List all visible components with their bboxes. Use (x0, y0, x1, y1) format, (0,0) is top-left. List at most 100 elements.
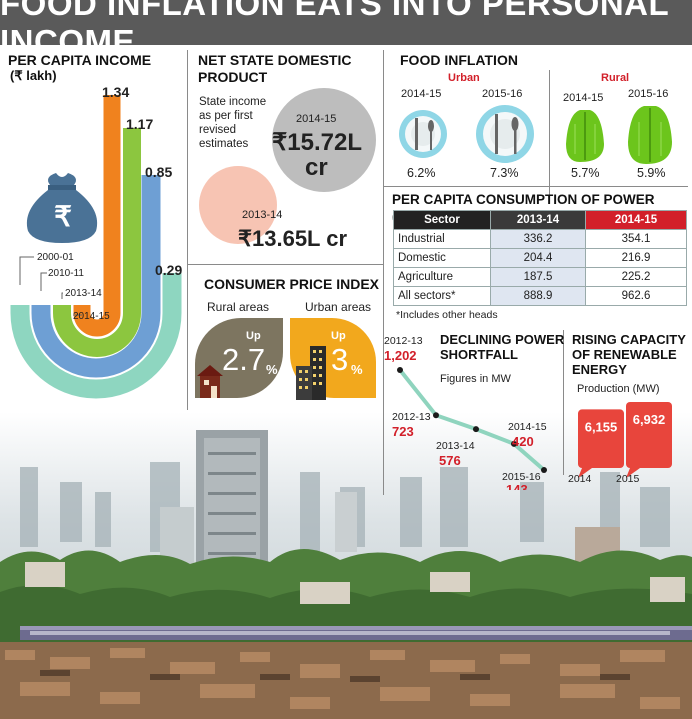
pci-year-label: 2000-01 (37, 252, 74, 263)
table-cell: 187.5 (490, 267, 586, 287)
money-bag-icon (26, 173, 98, 243)
cpi-title: CONSUMER PRICE INDEX (204, 276, 380, 292)
pci-value-label: 0.29 (155, 262, 183, 278)
nsdp-circle-2013-14 (199, 166, 277, 244)
shortfall-value-label: 576 (439, 453, 461, 468)
house-icon (197, 365, 223, 398)
table-cell: Agriculture (393, 267, 491, 287)
table-row: Industrial 336.2 354.1 (393, 229, 687, 249)
nsdp-unit: cr (305, 154, 328, 181)
table-header-cell: Sector (393, 210, 491, 230)
rural-label: Rural (601, 72, 630, 84)
shortfall-point (433, 412, 439, 419)
shortfall-point (511, 440, 517, 447)
nsdp-note-line: revised (199, 124, 237, 136)
nsdp-year-label: 2014-15 (296, 113, 337, 125)
cpi-rural-pct: % (266, 362, 278, 377)
table-cell: 354.1 (585, 229, 687, 249)
shortfall-year-label: 2013-14 (436, 440, 475, 452)
pci-value-label: 1.34 (102, 84, 130, 100)
urban-value: 7.3% (490, 166, 519, 180)
pci-bar-2013-14 (53, 128, 141, 357)
power-table-wrap: Sector 2013-14 2014-15 Industrial 336.2 … (393, 210, 687, 306)
pci-value-label: 0.85 (145, 164, 173, 180)
nsdp-circle-2014-15 (272, 88, 376, 192)
power-table: Sector 2013-14 2014-15 Industrial 336.2 … (393, 210, 687, 306)
plate-icon (476, 105, 534, 163)
table-cell: Domestic (393, 248, 491, 268)
rural-value: 5.7% (571, 166, 600, 180)
nsdp-title: NET STATE DOMESTIC PRODUCT (198, 52, 351, 86)
plate-icon (399, 110, 447, 158)
pci-value-label: 1.17 (126, 116, 154, 132)
table-cell: 225.2 (585, 267, 687, 287)
shortfall-value-label: 143 (506, 482, 528, 490)
leaves (566, 106, 672, 164)
renewable-bar-pointer (578, 468, 592, 478)
divider (187, 50, 188, 410)
table-cell: 204.4 (490, 248, 586, 268)
pci-unit: (₹ lakh) (10, 68, 57, 83)
renewable-subtitle: Production (MW) (577, 383, 660, 395)
nsdp-note-line: estimates (199, 138, 249, 150)
nsdp-title-line: PRODUCT (198, 69, 268, 85)
pci-year-label: 2010-11 (48, 268, 84, 279)
food-inflation-title: FOOD INFLATION (400, 52, 518, 68)
nsdp-title-line: NET STATE DOMESTIC (198, 52, 352, 68)
divider (383, 50, 384, 495)
nsdp-note: State income as per first revised estima… (199, 95, 266, 151)
table-row: All sectors* 888.9 962.6 (393, 286, 687, 306)
renewable-year-label: 2015 (616, 473, 640, 485)
divider (188, 264, 383, 265)
shortfall-year-label: 2012-13 (384, 335, 423, 347)
cpi-rural-up: Up (246, 330, 261, 342)
cpi-rural-value: 2.7 (222, 342, 266, 377)
shortfall-subtitle: Figures in MW (440, 373, 511, 385)
city-photo (0, 412, 692, 719)
cpi-urban-label: Urban areas (305, 300, 372, 314)
pci-bar-2010-11 (31, 175, 161, 378)
divider (549, 70, 550, 195)
cpi-rural-label: Rural areas (207, 300, 270, 314)
rural-year: 2014-15 (563, 92, 604, 104)
divider (384, 186, 688, 187)
table-row: Domestic 204.4 216.9 (393, 248, 687, 268)
table-cell: 888.9 (490, 286, 586, 306)
table-cell: Industrial (393, 229, 491, 249)
shortfall-year-label: 2012-13 (392, 411, 431, 423)
urban-label: Urban (448, 72, 480, 84)
shortfall-title: DECLINING POWER SHORTFALL (440, 332, 564, 362)
nsdp-year-label: 2013-14 (242, 209, 283, 221)
renewable-bar-pointer (626, 468, 640, 478)
shortfall-value-label: 420 (512, 434, 534, 449)
divider (563, 330, 564, 475)
pci-chart (10, 95, 182, 399)
renewable-bar (578, 409, 624, 468)
nsdp-note-line: as per first (199, 110, 253, 122)
renewable-title-line: ENERGY (572, 362, 627, 377)
banana-leaf-icon (628, 106, 672, 164)
table-header-cell: 2013-14 (490, 210, 586, 230)
banana-leaf-icon (566, 110, 604, 162)
shortfall-chart: 2012-131,2022012-137232013-145762014-154… (384, 335, 547, 490)
renewable-title-line: RISING CAPACITY (572, 332, 686, 347)
renewable-value-label: 6,932 (633, 412, 666, 427)
pci-year-label: 2013-14 (65, 288, 102, 299)
pci-title: PER CAPITA INCOME (8, 52, 152, 68)
plates (399, 105, 534, 163)
rupee-icon: ₹ (54, 201, 72, 232)
power-table-footnote: *Includes other heads (396, 309, 498, 321)
shortfall-point (397, 367, 403, 373)
shortfall-point (473, 426, 479, 433)
pci-year-label: 2014-15 (73, 311, 110, 322)
renewable-title-line: OF RENEWABLE (572, 347, 677, 362)
table-cell: All sectors* (393, 286, 491, 306)
table-row: Agriculture 187.5 225.2 (393, 267, 687, 287)
cpi-urban-up: Up (331, 330, 346, 342)
urban-year: 2015-16 (482, 88, 523, 100)
urban-value: 6.2% (407, 166, 436, 180)
table-header-cell: 2014-15 (585, 210, 687, 230)
rural-value: 5.9% (637, 166, 666, 180)
nsdp-value: ₹15.72L (272, 129, 362, 156)
nsdp-note-line: State income (199, 96, 267, 108)
